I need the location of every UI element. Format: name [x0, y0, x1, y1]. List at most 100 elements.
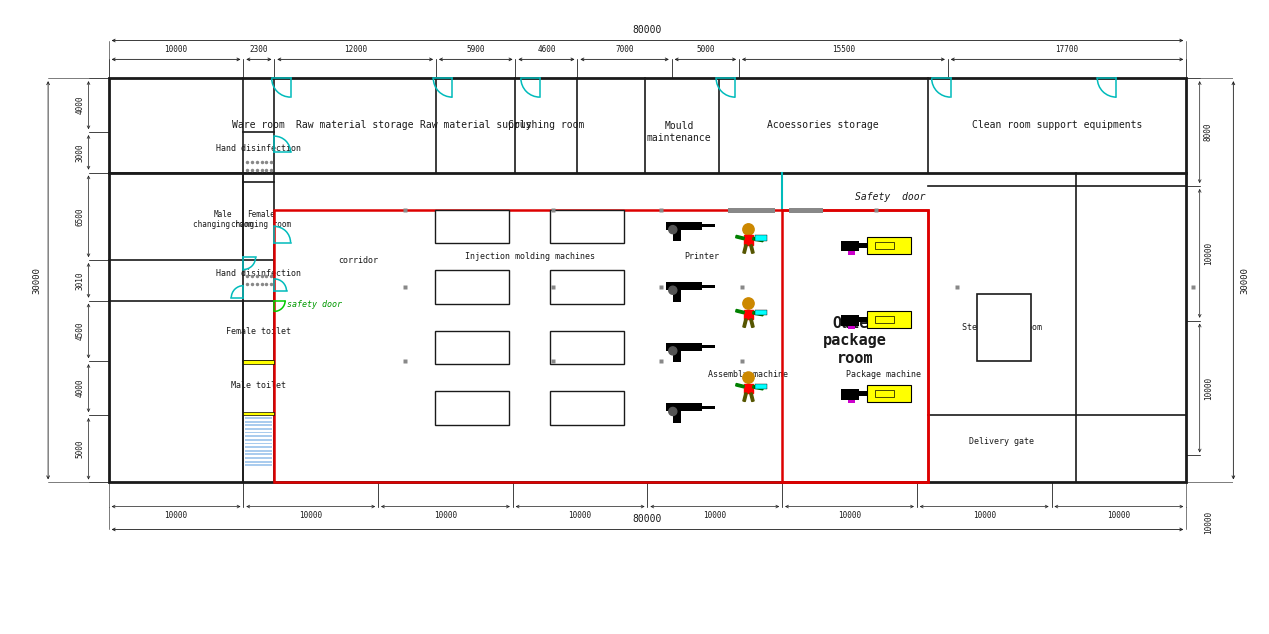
- Text: 10000: 10000: [703, 510, 726, 520]
- FancyArrow shape: [742, 245, 747, 254]
- Text: Outer
package
room: Outer package room: [824, 316, 887, 366]
- FancyArrow shape: [742, 393, 747, 401]
- Text: Ware room: Ware room: [232, 120, 286, 131]
- Text: 10000: 10000: [972, 510, 996, 520]
- Text: Printer: Printer: [684, 252, 718, 261]
- Bar: [673, 411, 681, 423]
- Bar: [977, 294, 1032, 361]
- Text: Assembly machine: Assembly machine: [708, 370, 788, 379]
- Text: Male toilet: Male toilet: [231, 381, 287, 390]
- Text: 10000: 10000: [569, 510, 591, 520]
- Bar: [274, 210, 928, 482]
- Text: 30000: 30000: [33, 267, 42, 294]
- Text: 5000: 5000: [75, 439, 85, 458]
- Text: 10000: 10000: [1204, 242, 1213, 265]
- Text: Delivery gate: Delivery gate: [970, 437, 1034, 446]
- Circle shape: [669, 286, 676, 294]
- Text: Injection molding machines: Injection molding machines: [466, 252, 595, 261]
- Bar: [245, 457, 273, 459]
- Bar: [435, 210, 509, 243]
- Bar: [666, 282, 702, 290]
- Bar: [874, 390, 893, 397]
- Text: 12000: 12000: [344, 45, 367, 54]
- Text: 10000: 10000: [1108, 510, 1131, 520]
- Bar: [755, 235, 766, 240]
- Text: 4600: 4600: [537, 45, 556, 54]
- Text: PVC200W: PVC200W: [571, 283, 603, 292]
- Text: 10000: 10000: [299, 510, 322, 520]
- Bar: [848, 399, 855, 403]
- Circle shape: [669, 226, 676, 234]
- Text: PVC200W: PVC200W: [456, 283, 489, 292]
- Bar: [782, 210, 928, 482]
- Bar: [702, 224, 714, 227]
- Bar: [435, 331, 509, 365]
- Text: 3000: 3000: [75, 143, 85, 162]
- FancyArrow shape: [750, 245, 754, 254]
- Bar: [848, 252, 855, 255]
- FancyArrow shape: [750, 393, 754, 401]
- Text: 15500: 15500: [832, 45, 855, 54]
- Bar: [702, 345, 714, 349]
- FancyArrow shape: [744, 309, 753, 319]
- Text: PVC200W: PVC200W: [571, 343, 603, 352]
- Bar: [666, 221, 702, 230]
- Bar: [858, 243, 867, 248]
- FancyArrow shape: [753, 385, 763, 390]
- FancyArrow shape: [736, 309, 745, 314]
- Bar: [244, 411, 274, 415]
- Text: 10000: 10000: [1204, 377, 1213, 399]
- FancyArrow shape: [736, 384, 745, 388]
- Text: 6500: 6500: [75, 207, 85, 226]
- Circle shape: [742, 372, 754, 383]
- Bar: [673, 230, 681, 241]
- Bar: [867, 311, 911, 328]
- Text: 10000: 10000: [1204, 511, 1213, 534]
- Text: 10000: 10000: [838, 510, 862, 520]
- Text: 8000: 8000: [1204, 123, 1213, 141]
- Text: Hand disinfection: Hand disinfection: [216, 269, 301, 278]
- Bar: [549, 210, 624, 243]
- Bar: [867, 237, 911, 254]
- Text: Raw material supply: Raw material supply: [420, 120, 532, 131]
- Text: corridor: corridor: [338, 256, 378, 264]
- Text: 10000: 10000: [165, 45, 188, 54]
- Bar: [702, 406, 714, 409]
- Text: 80000: 80000: [633, 514, 662, 524]
- Bar: [858, 317, 867, 322]
- Text: 17700: 17700: [1056, 45, 1079, 54]
- Text: 3010: 3010: [75, 271, 85, 290]
- Bar: [549, 270, 624, 304]
- Bar: [840, 389, 859, 399]
- Text: PVC200W: PVC200W: [456, 222, 489, 231]
- Text: 4000: 4000: [75, 379, 85, 398]
- Circle shape: [742, 224, 754, 235]
- Bar: [245, 439, 273, 441]
- Bar: [666, 403, 702, 411]
- Bar: [789, 207, 822, 213]
- Text: Hand disinfection: Hand disinfection: [216, 144, 301, 153]
- Bar: [245, 443, 273, 444]
- Text: Acoessories storage: Acoessories storage: [768, 120, 879, 131]
- FancyArrow shape: [736, 235, 745, 240]
- Text: Female toilet: Female toilet: [226, 327, 292, 336]
- Bar: [728, 207, 775, 213]
- Text: PVC200W: PVC200W: [571, 222, 603, 231]
- Bar: [245, 461, 273, 463]
- Bar: [840, 240, 859, 252]
- Bar: [245, 424, 273, 426]
- Text: 80000: 80000: [633, 25, 662, 35]
- Bar: [673, 351, 681, 362]
- Bar: [245, 432, 273, 434]
- FancyArrow shape: [753, 237, 763, 242]
- Text: 10000: 10000: [165, 510, 188, 520]
- Text: safety door: safety door: [287, 300, 341, 309]
- Text: PVC200W: PVC200W: [456, 343, 489, 352]
- Text: 2300: 2300: [250, 45, 268, 54]
- Text: Sterilizing room: Sterilizing room: [962, 323, 1042, 332]
- Bar: [245, 417, 273, 419]
- Text: 30000: 30000: [1240, 267, 1249, 294]
- FancyArrow shape: [744, 384, 753, 392]
- Bar: [549, 391, 624, 425]
- Bar: [874, 242, 893, 249]
